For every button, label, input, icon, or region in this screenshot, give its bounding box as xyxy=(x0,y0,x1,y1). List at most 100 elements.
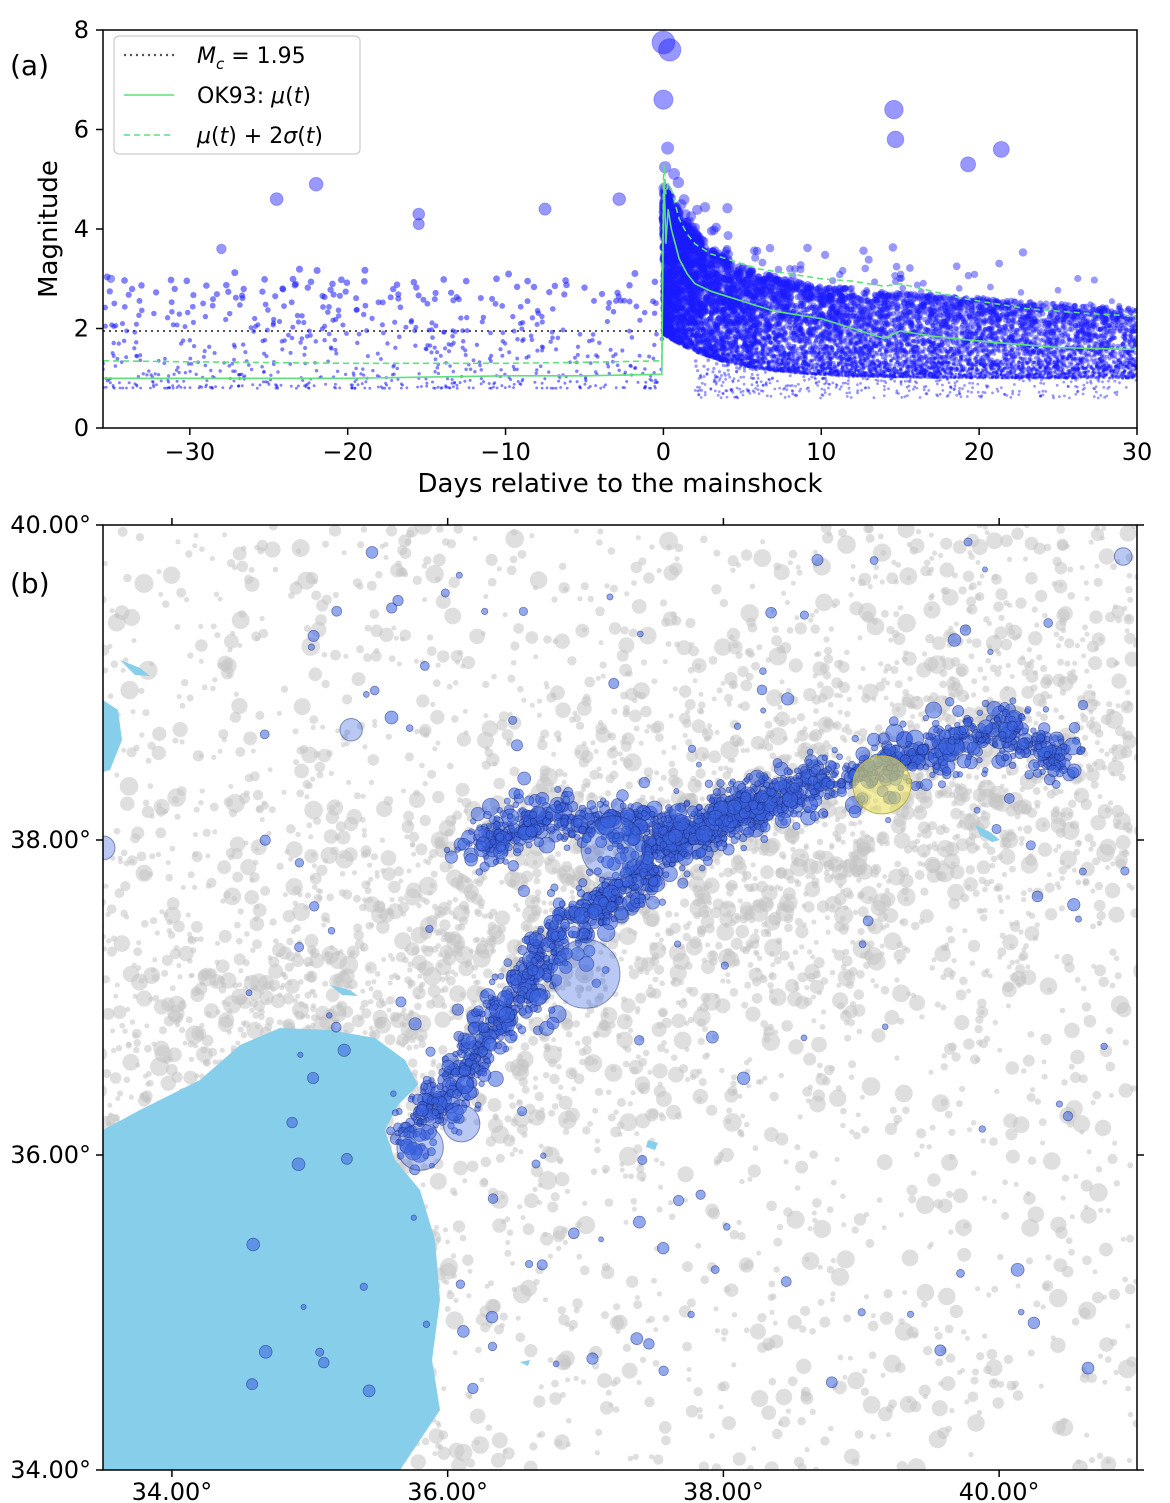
event-point xyxy=(673,288,681,296)
event-point xyxy=(584,377,588,381)
event-point xyxy=(232,379,236,383)
event-point xyxy=(941,376,945,379)
event-point xyxy=(138,282,145,289)
event-point xyxy=(387,386,391,390)
event-point xyxy=(432,289,439,297)
event-point xyxy=(641,309,648,316)
event-point xyxy=(499,368,503,372)
event-point xyxy=(530,283,538,291)
event-point xyxy=(999,373,1003,377)
event-point xyxy=(533,380,537,384)
event-point xyxy=(581,284,588,291)
event-point xyxy=(607,371,611,376)
event-point xyxy=(145,373,149,377)
event-point xyxy=(355,340,360,346)
event-point xyxy=(342,288,349,295)
event-point xyxy=(119,360,124,364)
event-point xyxy=(1060,339,1065,344)
event-point xyxy=(594,353,599,358)
event-point xyxy=(954,330,960,336)
event-point xyxy=(754,273,763,281)
event-point xyxy=(460,345,465,350)
event-point xyxy=(855,365,859,369)
event-point xyxy=(246,363,251,367)
event-point xyxy=(594,370,598,374)
event-point xyxy=(1089,303,1096,309)
event-point xyxy=(738,318,745,324)
event-point xyxy=(794,317,800,323)
event-point xyxy=(615,363,620,368)
event-point xyxy=(723,230,733,241)
event-point xyxy=(922,375,926,379)
event-point xyxy=(587,386,591,390)
event-point xyxy=(127,381,131,385)
event-point xyxy=(415,292,422,299)
event-point xyxy=(238,373,242,377)
event-point xyxy=(899,322,905,328)
event-point xyxy=(111,323,117,330)
event-point xyxy=(747,344,752,349)
event-point xyxy=(906,264,914,272)
event-point xyxy=(970,390,973,394)
event-point xyxy=(279,339,285,344)
event-point xyxy=(449,342,454,348)
event-point xyxy=(1018,248,1028,257)
event-point xyxy=(303,384,307,388)
event-point xyxy=(754,273,762,281)
event-point xyxy=(842,368,846,372)
event-point xyxy=(821,394,825,397)
event-point xyxy=(177,384,181,388)
event-point xyxy=(892,262,901,271)
event-point xyxy=(301,319,307,326)
event-point xyxy=(116,341,122,346)
event-point xyxy=(396,377,400,381)
event-point xyxy=(151,380,155,384)
event-point xyxy=(524,355,529,360)
event-point xyxy=(534,321,540,327)
event-point xyxy=(604,318,611,325)
event-point xyxy=(431,296,438,303)
event-point xyxy=(172,372,176,376)
event-point xyxy=(731,339,737,344)
event-point xyxy=(1034,326,1040,332)
event-point xyxy=(838,266,847,275)
event-point xyxy=(548,339,553,344)
event-point xyxy=(460,328,466,334)
event-point xyxy=(113,364,118,368)
event-point xyxy=(166,378,170,382)
event-point xyxy=(707,333,713,339)
event-point xyxy=(276,370,280,374)
event-point xyxy=(753,320,760,327)
event-point xyxy=(295,386,298,390)
event-point xyxy=(1003,393,1006,396)
event-point xyxy=(717,370,722,374)
event-point xyxy=(565,386,569,390)
event-point xyxy=(814,372,818,376)
event-point xyxy=(651,356,656,361)
event-point xyxy=(882,365,886,370)
event-point xyxy=(474,342,480,347)
event-point xyxy=(521,337,526,342)
event-point xyxy=(460,339,466,344)
event-point xyxy=(343,372,348,377)
event-point xyxy=(438,353,443,358)
event-point xyxy=(271,316,277,323)
event-point xyxy=(777,300,784,307)
event-point xyxy=(1098,374,1102,378)
event-point xyxy=(258,383,262,387)
event-point xyxy=(863,386,867,390)
event-point xyxy=(198,384,202,388)
event-point xyxy=(1003,392,1007,396)
event-point xyxy=(138,353,143,358)
event-point xyxy=(712,380,716,384)
event-point xyxy=(203,363,208,368)
event-point xyxy=(325,309,331,315)
event-point xyxy=(577,331,583,337)
event-point xyxy=(420,296,427,303)
event-point xyxy=(708,316,715,322)
event-point xyxy=(851,373,855,377)
event-point xyxy=(479,382,483,386)
event-point xyxy=(207,344,212,349)
event-point xyxy=(812,369,816,374)
